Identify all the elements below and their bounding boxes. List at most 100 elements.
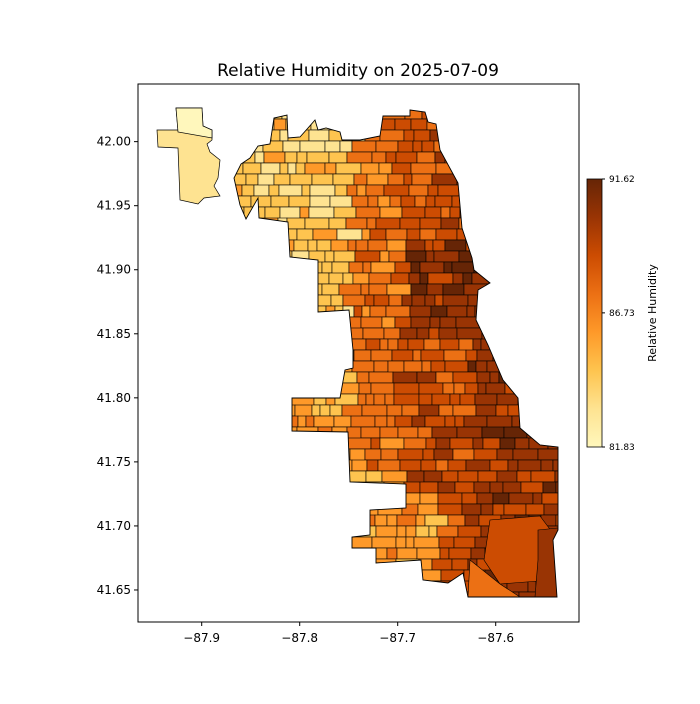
census-tract [234,404,247,417]
census-tract [358,382,372,395]
census-tract [313,415,335,428]
census-tract [416,151,436,164]
census-tract [324,140,341,153]
census-tract [531,195,552,208]
census-tract [330,294,344,307]
census-tract [238,393,253,406]
census-tract [492,173,509,186]
census-tract [234,239,255,252]
census-tract [521,140,537,153]
census-tract [430,305,448,318]
census-tract [394,261,412,274]
census-tract [262,140,284,153]
census-tract [247,371,272,395]
census-tract [391,349,414,362]
census-tract [287,360,309,373]
census-tract [425,437,437,450]
census-tract [462,272,473,285]
census-tract [351,360,375,373]
census-tract [237,448,264,461]
census-tract [322,316,333,329]
census-tract [461,503,482,516]
census-tract [555,481,558,494]
census-tract [512,272,534,285]
census-tract [540,459,554,472]
census-tract [323,514,345,538]
census-tract [352,272,370,285]
census-tract [491,294,512,307]
census-tract [532,118,550,131]
census-tract [424,415,446,428]
census-tract [324,250,335,263]
census-tract [474,305,495,318]
census-tract [419,217,442,230]
census-tract [532,272,546,285]
census-tract [445,129,462,142]
census-tract [351,503,361,516]
chart-title: Relative Humidity on 2025-07-09 [217,61,499,81]
census-tract [437,184,460,197]
census-tract [249,503,264,516]
census-tract [278,437,292,461]
census-tract [437,492,463,505]
census-tract [251,228,268,241]
census-tract [325,305,336,329]
census-tract [482,129,509,142]
census-tract [375,492,396,505]
census-tract [428,525,438,538]
census-tract [264,327,282,340]
census-tract [545,393,557,417]
census-tract [523,151,539,175]
census-tract [537,162,555,175]
census-tract [259,470,276,483]
census-tract [290,327,310,340]
census-tract [334,305,344,318]
census-tract [501,206,524,219]
census-tract [262,382,273,395]
census-tract [425,250,435,263]
census-tract [478,294,493,307]
census-tract [439,316,457,329]
colorbar-label: Relative Humidity [646,264,659,362]
census-tract [328,151,348,164]
census-tract [263,151,286,164]
census-tract [288,294,307,318]
census-tract [286,217,306,230]
census-tract [421,140,435,153]
census-tract [330,110,340,131]
census-tract [377,459,401,472]
census-tract [276,261,302,285]
census-tract [359,110,381,120]
census-tract [234,536,255,549]
census-tract [316,547,333,560]
census-tract [234,110,247,120]
census-tract [520,481,544,494]
census-tract [434,151,446,164]
census-tract [525,503,545,516]
census-tract [234,305,242,318]
census-tract [245,118,263,131]
census-tract [522,206,534,219]
census-tract [350,118,373,131]
census-tract [401,404,420,417]
census-tract [242,162,262,175]
census-tract [354,250,381,263]
census-tract [375,217,401,230]
census-tract [511,110,529,120]
census-tract [482,250,496,263]
census-tract [313,393,327,406]
census-tract [361,404,388,417]
census-tract [335,162,362,175]
census-tract [522,162,539,175]
census-tract [273,239,295,252]
census-tract [240,558,264,571]
census-tract [512,448,539,461]
census-tract [539,360,558,373]
census-tract [537,151,558,164]
census-tract [324,162,337,175]
census-tract [266,228,287,241]
census-tract [456,327,483,340]
census-tract [535,239,552,263]
census-tract [239,294,253,318]
census-tract [517,459,542,472]
